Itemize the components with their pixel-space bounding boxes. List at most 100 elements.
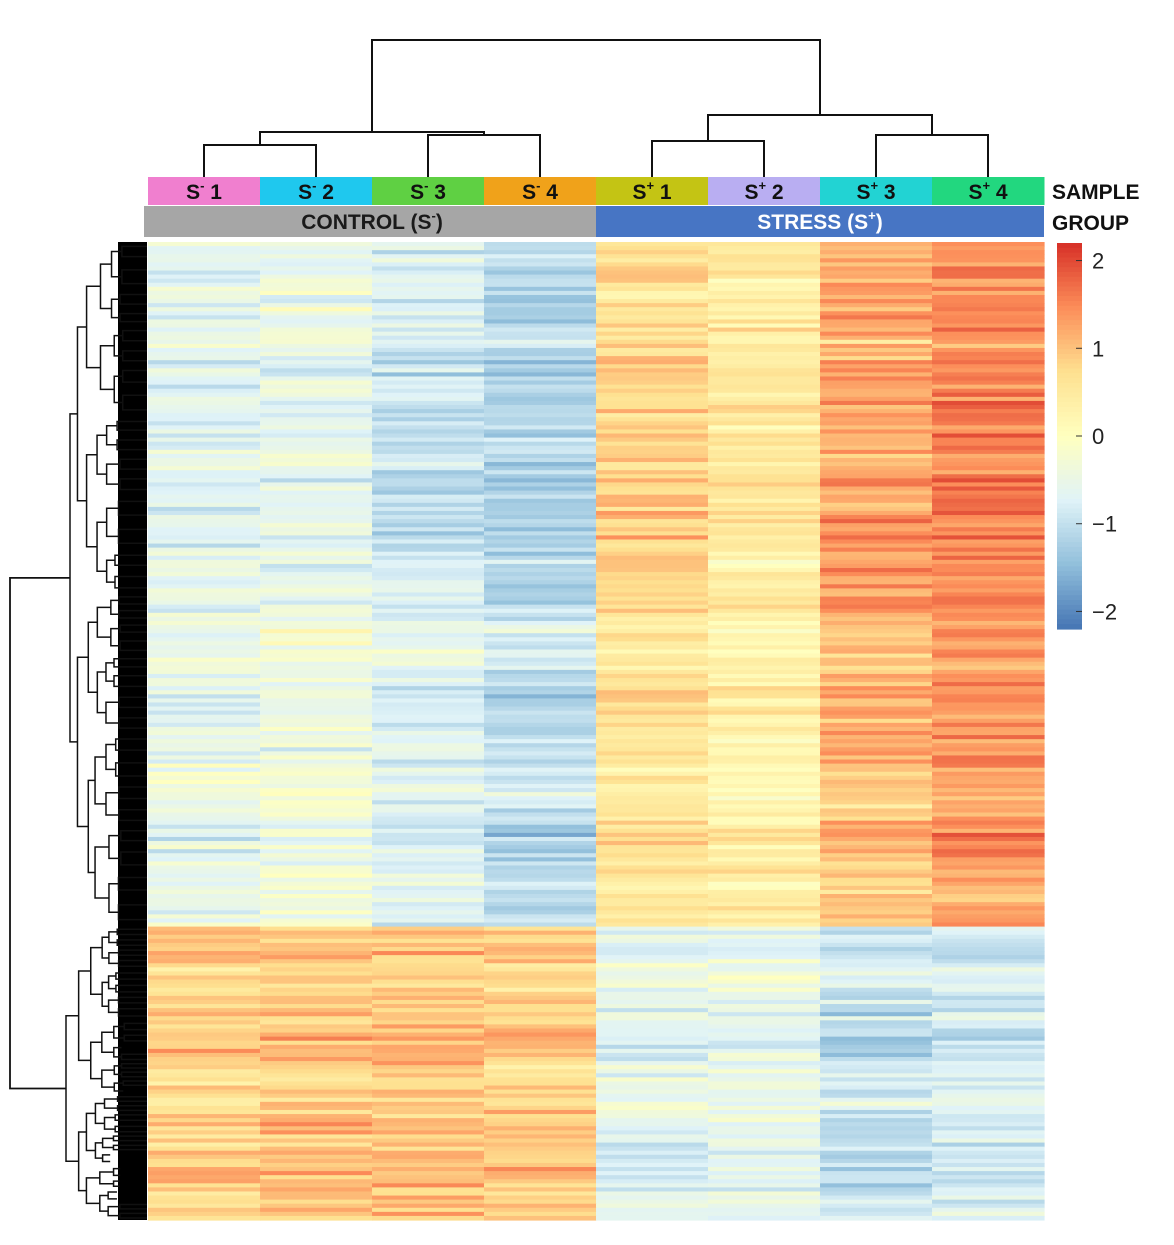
heatmap-cell <box>260 1101 373 1107</box>
heatmap-cell <box>148 743 261 748</box>
heatmap-cell <box>932 1081 1045 1087</box>
heatmap-cell <box>260 510 373 516</box>
heatmap-cell <box>148 1040 261 1046</box>
colorbar-segment <box>1057 243 1082 249</box>
heatmap-cell <box>372 347 485 353</box>
heatmap-cell <box>372 278 485 284</box>
heatmap-cell <box>372 429 485 435</box>
heatmap-cell <box>148 478 261 484</box>
heatmap-cell <box>820 865 933 871</box>
heatmap-cell <box>708 653 821 659</box>
heatmap-cell <box>596 633 709 638</box>
heatmap-cell <box>484 490 597 496</box>
heatmap-cell <box>260 832 373 838</box>
dendrogram-branch <box>112 1167 121 1177</box>
heatmap-cell <box>372 820 485 826</box>
heatmap-cell <box>932 1024 1045 1030</box>
heatmap-cell <box>932 1211 1045 1217</box>
heatmap-cell <box>932 584 1045 589</box>
heatmap-cell <box>484 588 597 594</box>
heatmap-cell <box>596 396 709 402</box>
heatmap-cell <box>932 942 1045 948</box>
heatmap-cell <box>820 1150 933 1156</box>
dendrogram-branch <box>117 500 147 516</box>
heatmap-cell <box>260 1167 373 1172</box>
heatmap-cell <box>372 572 485 577</box>
heatmap-cell <box>932 1199 1045 1205</box>
heatmap-cell <box>484 274 597 280</box>
heatmap-cell <box>708 462 821 467</box>
heatmap-cell <box>596 604 709 610</box>
dendrogram-branch <box>105 463 120 485</box>
heatmap-cell <box>596 645 709 651</box>
heatmap-cell <box>596 278 709 284</box>
heatmap-cell <box>932 274 1045 280</box>
heatmap-cell <box>596 437 709 443</box>
colorbar-segment <box>1057 431 1082 437</box>
heatmap-cell <box>708 384 821 390</box>
heatmap-cell <box>708 857 821 862</box>
heatmap-cell <box>372 588 485 594</box>
heatmap-cell <box>820 445 933 451</box>
heatmap-cell <box>708 942 821 948</box>
heatmap-cell <box>372 629 485 634</box>
heatmap-cell <box>932 319 1045 325</box>
heatmap-cell <box>708 372 821 378</box>
heatmap-cell <box>932 975 1045 981</box>
heatmap-cell <box>596 865 709 871</box>
heatmap-cell <box>148 1004 261 1009</box>
heatmap-cell <box>148 1195 261 1201</box>
heatmap-cell <box>596 763 709 769</box>
heatmap-cell <box>148 327 261 333</box>
heatmap-cell <box>484 889 597 895</box>
heatmap-cell <box>484 665 597 671</box>
heatmap-cell <box>148 1179 261 1184</box>
heatmap-cell <box>260 1118 373 1123</box>
heatmap-cell <box>372 841 485 846</box>
heatmap-cell <box>260 743 373 748</box>
heatmap-cell <box>260 494 373 500</box>
colorbar-segment <box>1057 329 1082 336</box>
heatmap-cell <box>596 462 709 467</box>
heatmap-cell <box>932 1036 1045 1042</box>
heatmap-cell <box>260 686 373 691</box>
heatmap-cell <box>708 763 821 769</box>
heatmap-cell <box>932 364 1045 369</box>
heatmap-cell <box>260 1207 373 1213</box>
heatmap-cell <box>372 596 485 602</box>
heatmap-cell <box>372 698 485 704</box>
heatmap-cell <box>484 494 597 500</box>
heatmap-cell <box>932 620 1045 626</box>
heatmap-cell <box>260 405 373 410</box>
heatmap-cell <box>932 625 1045 630</box>
dendrogram-branch <box>113 1046 122 1058</box>
heatmap-cell <box>820 1052 933 1058</box>
heatmap-cell <box>596 417 709 422</box>
heatmap-cell <box>148 441 261 447</box>
heatmap-cell <box>708 576 821 581</box>
heatmap-cell <box>372 1097 485 1103</box>
heatmap-cell <box>260 731 373 736</box>
heatmap-cell <box>484 1085 597 1091</box>
heatmap-cell <box>148 1154 261 1160</box>
heatmap-cell <box>932 669 1045 675</box>
heatmap-cell <box>372 775 485 781</box>
heatmap-cell <box>148 898 261 903</box>
heatmap-cell <box>484 771 597 777</box>
heatmap-cell <box>708 274 821 280</box>
heatmap-cell <box>596 453 709 459</box>
heatmap-cell <box>596 445 709 451</box>
heatmap-cell <box>820 1207 933 1213</box>
dendrogram-branch <box>117 528 147 545</box>
heatmap-cell <box>372 983 485 989</box>
heatmap-cell <box>596 502 709 508</box>
heatmap-cell <box>820 421 933 426</box>
heatmap-cell <box>484 747 597 752</box>
heatmap-cell <box>708 902 821 907</box>
heatmap-cell <box>372 845 485 850</box>
colorbar-segment <box>1057 590 1082 596</box>
heatmap-cell <box>260 861 373 867</box>
heatmap-cell <box>820 600 933 606</box>
sample-label: S- 1 <box>186 178 222 204</box>
heatmap-cell <box>260 380 373 386</box>
